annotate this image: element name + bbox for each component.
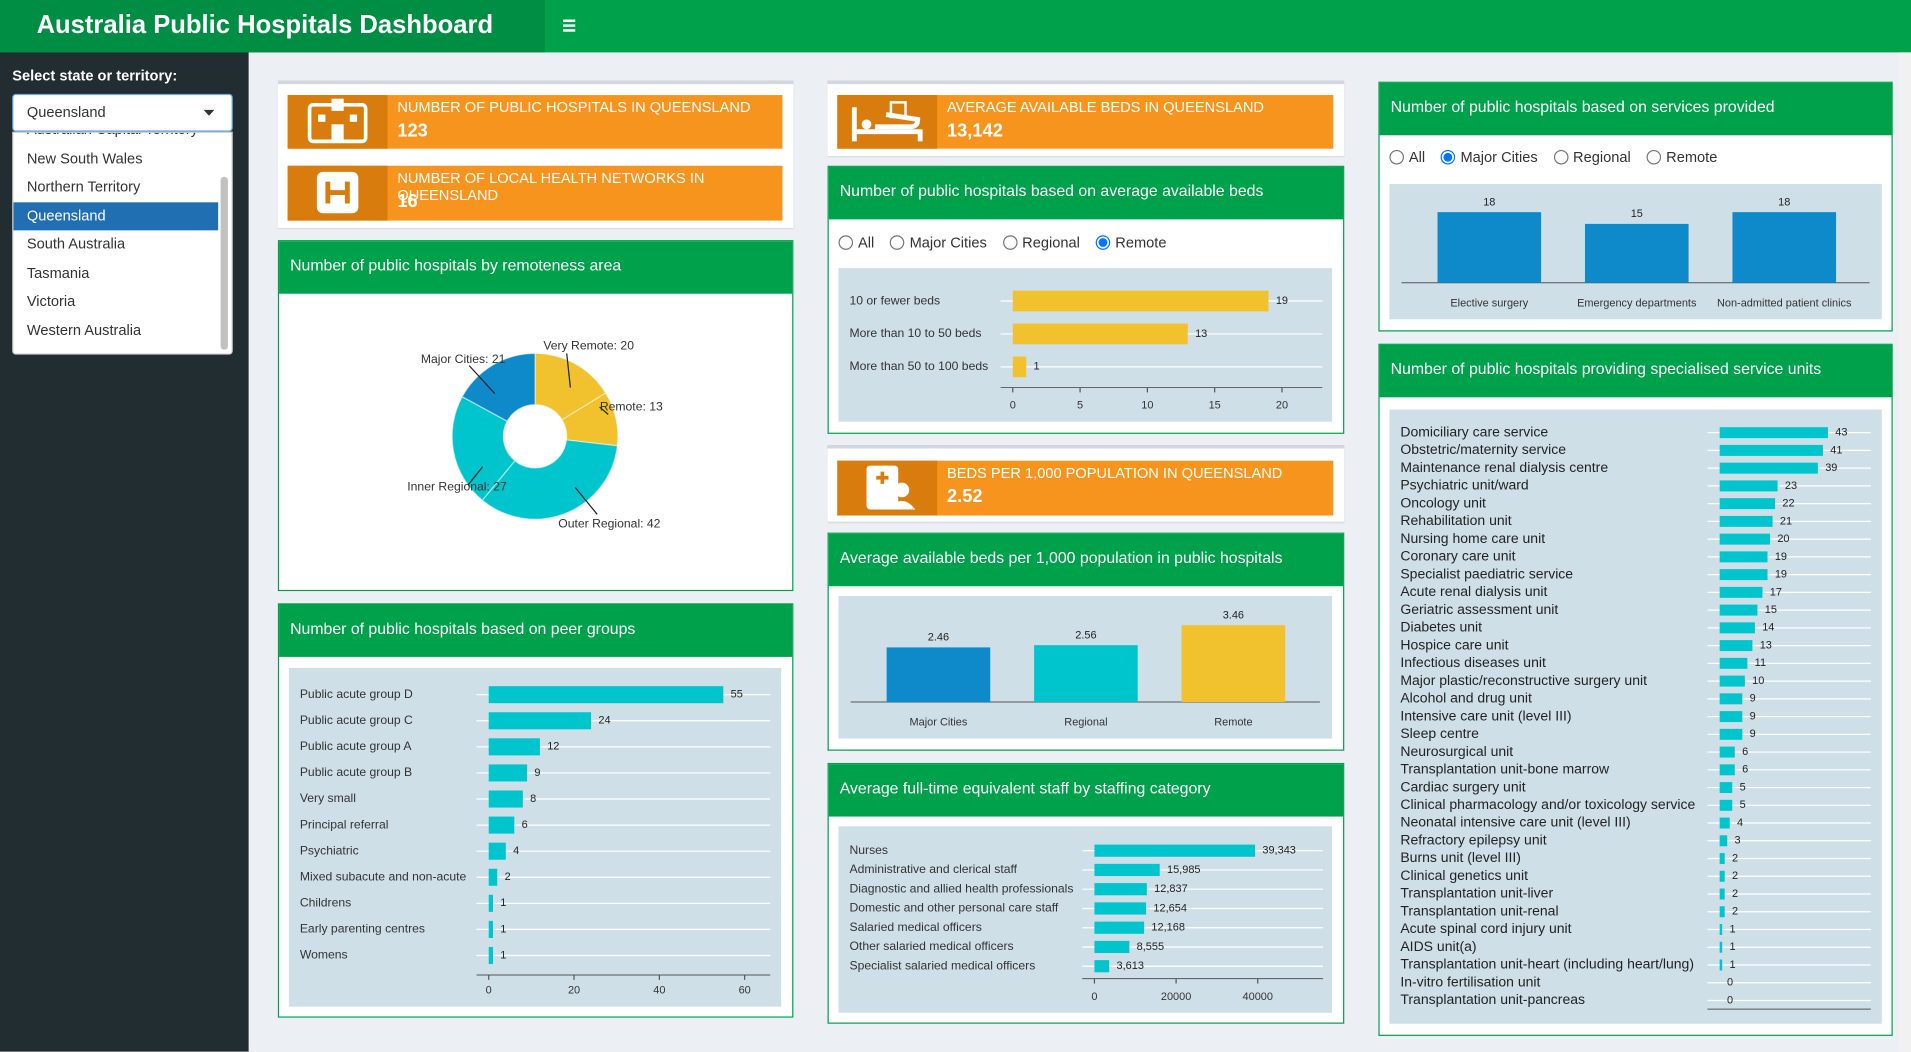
value-box-label: NUMBER OF PUBLIC HOSPITALS IN QUEENSLAND (397, 98, 751, 116)
radio-button[interactable] (1389, 149, 1404, 165)
radio-group[interactable]: All Major Cities Regional Remote (1389, 149, 1717, 166)
value-box-icon (837, 95, 938, 149)
scrollbar (220, 176, 228, 350)
value-box: NUMBER OF PUBLIC HOSPITALS IN QUEENSLAND… (287, 95, 783, 149)
value-box-label: AVERAGE AVAILABLE BEDS IN QUEENSLAND (946, 98, 1264, 116)
radio-option[interactable]: Remote (1095, 234, 1167, 252)
value-box-label: NUMBER OF LOCAL HEALTH NETWORKS IN QUEEN… (397, 169, 705, 204)
dropdown-option[interactable]: Australian Capital Territory (13, 133, 218, 145)
dropdown: Australian Capital Territory New South Wa… (12, 131, 233, 355)
radio-option[interactable]: Remote (1646, 148, 1718, 166)
header-title: Australia Public Hospitals Dashboard (0, 0, 545, 53)
radio-label: All (858, 234, 875, 252)
radio-option[interactable]: Major Cities (1440, 148, 1538, 166)
radio-option[interactable]: Regional (1553, 148, 1631, 166)
chart-title: Number of public hospitals providing spe… (1379, 344, 1892, 398)
radio-label: Major Cities (909, 234, 987, 252)
radio-label: Remote (1666, 148, 1718, 166)
icon (307, 98, 368, 144)
dropdown-option[interactable]: Western Australia (26, 321, 142, 339)
selected-value: Queensland (26, 103, 106, 121)
chart-box: Number of public hospitals by remoteness… (277, 240, 794, 592)
radio-option[interactable]: Major Cities (890, 234, 987, 251)
value-box-value: 2.52 (946, 486, 983, 507)
radio-label: Remote (1115, 234, 1167, 252)
chart-box: Number of public hospitals based on serv… (1378, 81, 1893, 332)
radio-label: Major Cities (1460, 148, 1538, 166)
radio-button[interactable] (1646, 149, 1662, 165)
dropdown-option[interactable]: Victoria (26, 292, 76, 310)
value-box: BEDS PER 1,000 POPULATION IN QUEENSLAND 2… (837, 460, 1334, 516)
radio-group[interactable]: All Major Cities Regional Remote (838, 234, 1167, 252)
value-box: NUMBER OF LOCAL HEALTH NETWORKS IN QUEEN… (287, 165, 783, 221)
dropdown-option[interactable]: Queensland (13, 201, 219, 231)
radio-label: All (1408, 148, 1426, 166)
radio-button[interactable] (1095, 235, 1111, 250)
radio-option[interactable]: Regional (1002, 234, 1080, 252)
chart-title: Number of public hospitals by remoteness… (279, 241, 793, 294)
menu-toggle[interactable] (558, 15, 580, 37)
radio-label: Regional (1573, 148, 1631, 166)
caret (203, 109, 215, 116)
chart-title: Average available beds per 1,000 populat… (828, 533, 1344, 587)
value-box-value: 13,142 (946, 120, 1003, 142)
dropdown-option[interactable]: South Australia (26, 235, 126, 253)
radio-label: Regional (1022, 234, 1080, 252)
value-box: AVERAGE AVAILABLE BEDS IN QUEENSLAND 13,1… (837, 95, 1334, 149)
value-box-icon (287, 95, 388, 149)
value-box-icon (837, 460, 938, 516)
chart-box: Average available beds per 1,000 populat… (827, 532, 1345, 751)
select-input[interactable]: Queensland (12, 93, 233, 132)
radio-button[interactable] (1553, 149, 1569, 165)
chart-title: Number of public hospitals based on peer… (279, 604, 793, 657)
radio-option[interactable]: All (838, 234, 875, 252)
dropdown-option[interactable]: New South Wales (26, 149, 143, 167)
radio-option[interactable]: All (1389, 149, 1425, 166)
icon (316, 171, 359, 214)
chart-box: Average full-time equivalent staff by st… (827, 762, 1345, 1024)
radio-button[interactable] (1002, 235, 1018, 250)
value-box-label: BEDS PER 1,000 POPULATION IN QUEENSLAND (946, 464, 1283, 482)
radio-button[interactable] (838, 235, 854, 250)
page-scrollbar (1898, 52, 1911, 1052)
select-label: Select state or territory: (12, 67, 178, 85)
chart-box: Number of public hospitals based on peer… (277, 603, 794, 1018)
icon (851, 101, 923, 142)
value-box-icon (287, 165, 388, 221)
dropdown-option[interactable]: Northern Territory (26, 177, 141, 195)
value-box-value: 16 (397, 191, 418, 213)
icon (866, 465, 916, 510)
chart-title: Number of public hospitals based on serv… (1379, 82, 1892, 136)
chart-box: Number of public hospitals providing spe… (1378, 343, 1893, 1036)
dropdown-option[interactable]: Tasmania (26, 263, 90, 281)
chart-title: Number of public hospitals based on aver… (828, 166, 1344, 220)
radio-button[interactable] (890, 235, 905, 250)
chart-title: Average full-time equivalent staff by st… (828, 764, 1344, 817)
radio-button[interactable] (1440, 149, 1456, 165)
value-box-value: 123 (397, 120, 428, 142)
chart-box: Number of public hospitals based on aver… (827, 165, 1345, 434)
